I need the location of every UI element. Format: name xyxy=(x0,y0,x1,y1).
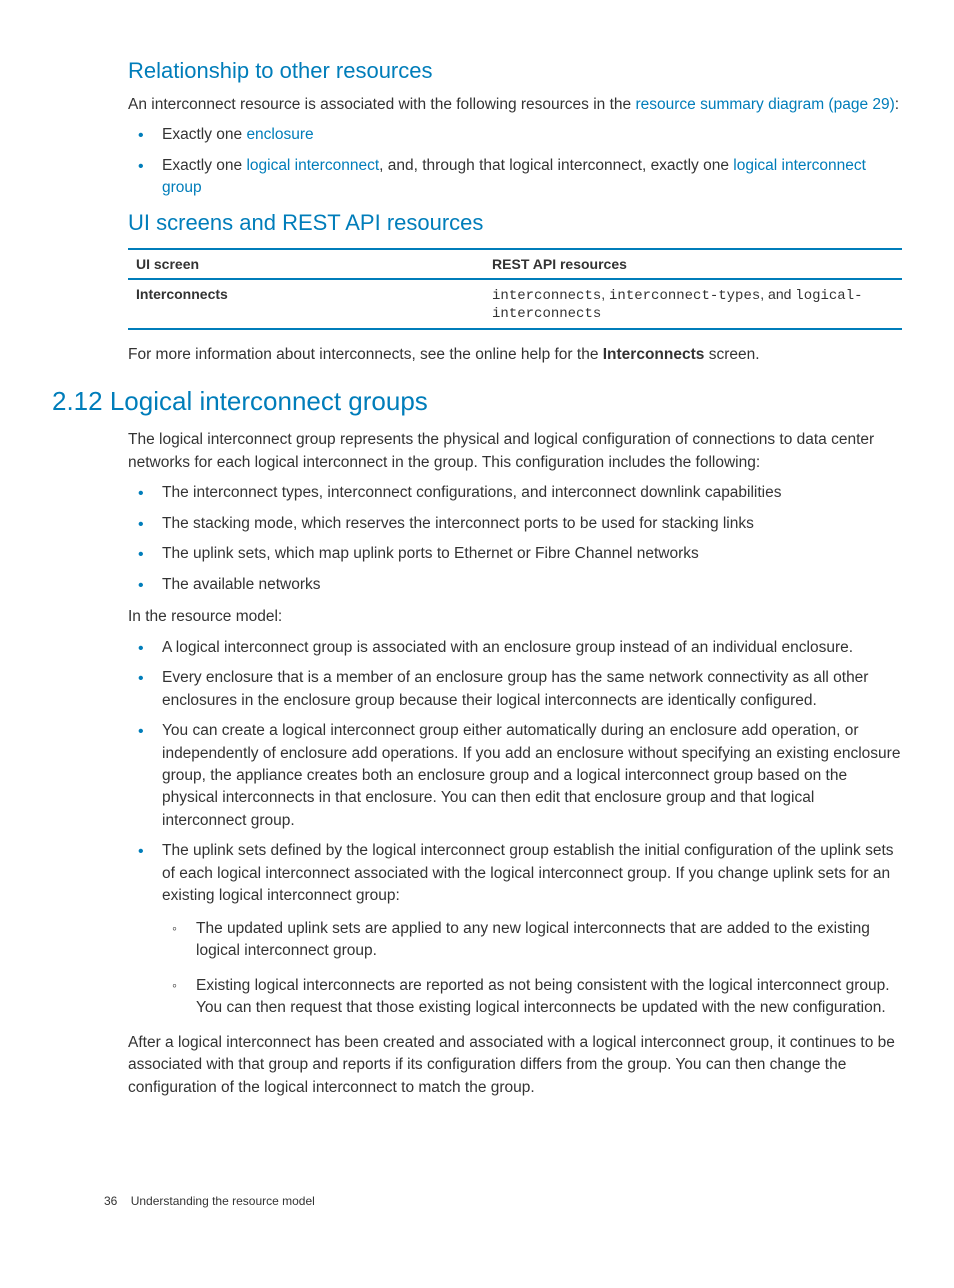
text: , xyxy=(601,286,609,302)
text: An interconnect resource is associated w… xyxy=(128,96,635,113)
text: For more information about interconnects… xyxy=(128,346,603,363)
table-header-rest-api: REST API resources xyxy=(484,249,902,279)
list-item: The available networks xyxy=(128,574,902,596)
list-item: The interconnect types, interconnect con… xyxy=(128,482,902,504)
info-note: For more information about interconnects… xyxy=(128,344,902,366)
relationship-list: Exactly one enclosure Exactly one logica… xyxy=(128,124,902,199)
cell-rest-api: interconnects, interconnect-types, and l… xyxy=(484,279,902,329)
list-item: Existing logical interconnects are repor… xyxy=(162,975,902,1020)
resource-model-list: A logical interconnect group is associat… xyxy=(128,637,902,1020)
list-item: Every enclosure that is a member of an e… xyxy=(128,667,902,712)
list-item: Exactly one enclosure xyxy=(128,124,902,146)
text: , and, through that logical interconnect… xyxy=(379,157,733,174)
heading-logical-interconnect-groups: 2.12 Logical interconnect groups xyxy=(52,386,902,417)
page-footer: 36 Understanding the resource model xyxy=(104,1194,315,1208)
cell-ui-screen: Interconnects xyxy=(128,279,484,329)
code-text: interconnect-types xyxy=(609,288,760,304)
text: Exactly one xyxy=(162,126,246,143)
link-resource-summary-diagram[interactable]: resource summary diagram (page 29) xyxy=(635,96,894,113)
config-list: The interconnect types, interconnect con… xyxy=(128,482,902,596)
code-text: interconnects xyxy=(492,288,601,304)
text: The uplink sets defined by the logical i… xyxy=(162,842,894,904)
uplink-sub-list: The updated uplink sets are applied to a… xyxy=(162,918,902,1020)
link-logical-interconnect[interactable]: logical interconnect xyxy=(246,157,379,174)
text: Exactly one xyxy=(162,157,246,174)
link-enclosure[interactable]: enclosure xyxy=(246,126,313,143)
list-item: A logical interconnect group is associat… xyxy=(128,637,902,659)
list-item: The updated uplink sets are applied to a… xyxy=(162,918,902,963)
text: : xyxy=(895,96,899,113)
list-item: The uplink sets defined by the logical i… xyxy=(128,840,902,1019)
text: , and xyxy=(760,286,795,302)
bold-text: Interconnects xyxy=(603,346,705,363)
api-resources-table: UI screen REST API resources Interconnec… xyxy=(128,248,902,330)
text: screen. xyxy=(704,346,759,363)
chapter-title: Understanding the resource model xyxy=(131,1194,315,1208)
heading-ui-screens: UI screens and REST API resources xyxy=(128,210,902,236)
intro-paragraph: An interconnect resource is associated w… xyxy=(128,94,902,116)
paragraph: After a logical interconnect has been cr… xyxy=(128,1032,902,1099)
page-number: 36 xyxy=(104,1194,117,1208)
list-item: The stacking mode, which reserves the in… xyxy=(128,513,902,535)
paragraph: The logical interconnect group represent… xyxy=(128,429,902,474)
table-row: Interconnects interconnects, interconnec… xyxy=(128,279,902,329)
paragraph: In the resource model: xyxy=(128,606,902,628)
list-item: Exactly one logical interconnect, and, t… xyxy=(128,155,902,200)
table-header-ui-screen: UI screen xyxy=(128,249,484,279)
heading-relationship: Relationship to other resources xyxy=(128,58,902,84)
list-item: You can create a logical interconnect gr… xyxy=(128,720,902,832)
list-item: The uplink sets, which map uplink ports … xyxy=(128,543,902,565)
